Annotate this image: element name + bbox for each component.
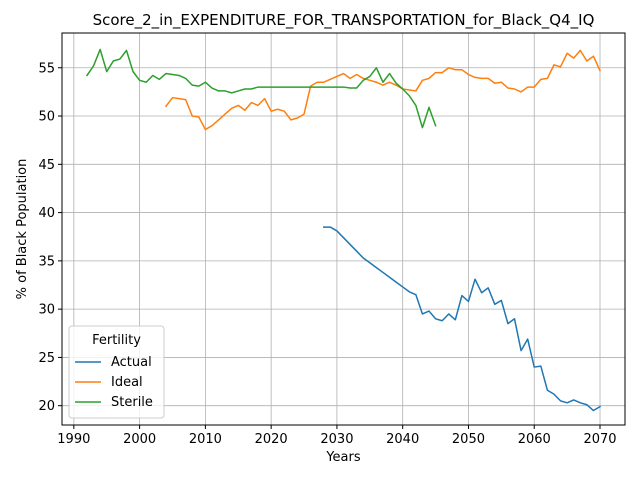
grid xyxy=(62,33,625,425)
y-tick-label: 40 xyxy=(38,206,55,221)
x-tick-label: 2000 xyxy=(123,432,156,447)
legend-label-ideal: Ideal xyxy=(111,375,143,390)
legend-label-sterile: Sterile xyxy=(111,395,153,410)
y-tick-label: 20 xyxy=(38,399,55,414)
y-tick-label: 50 xyxy=(38,110,55,125)
x-tick-label: 2010 xyxy=(189,432,222,447)
series-line-ideal xyxy=(164,49,602,131)
y-tick-label: 30 xyxy=(38,303,55,318)
legend-title: Fertility xyxy=(92,333,141,348)
x-tick-label: 2060 xyxy=(518,432,551,447)
axis-ticks: 1990 2000 2010 2020 2030 2040 2050 2060 2070 20 25… xyxy=(38,61,616,447)
x-tick-label: 2040 xyxy=(386,432,419,447)
y-tick-label: 35 xyxy=(38,254,55,269)
y-tick-label: 45 xyxy=(38,158,55,173)
x-tick-label: 1990 xyxy=(57,432,90,447)
legend: Fertility Actual Ideal Sterile xyxy=(68,325,165,419)
legend-label-actual: Actual xyxy=(111,355,152,370)
x-tick-label: 2070 xyxy=(583,432,616,447)
legend-box xyxy=(68,325,165,419)
x-axis-label: Years xyxy=(325,450,361,465)
x-tick-label: 2050 xyxy=(452,432,485,447)
plot-frame xyxy=(61,32,626,426)
x-tick-label: 2020 xyxy=(255,432,288,447)
chart-title: Score_2_in_EXPENDITURE_FOR_TRANSPORTATIO… xyxy=(93,11,595,30)
series-line-actual xyxy=(323,226,602,412)
y-tick-label: 25 xyxy=(38,351,55,366)
series-line-sterile xyxy=(85,48,437,129)
y-axis-label: % of Black Population xyxy=(15,159,30,300)
y-tick-label: 55 xyxy=(38,61,55,76)
series-lines xyxy=(85,48,602,412)
x-tick-label: 2030 xyxy=(320,432,353,447)
